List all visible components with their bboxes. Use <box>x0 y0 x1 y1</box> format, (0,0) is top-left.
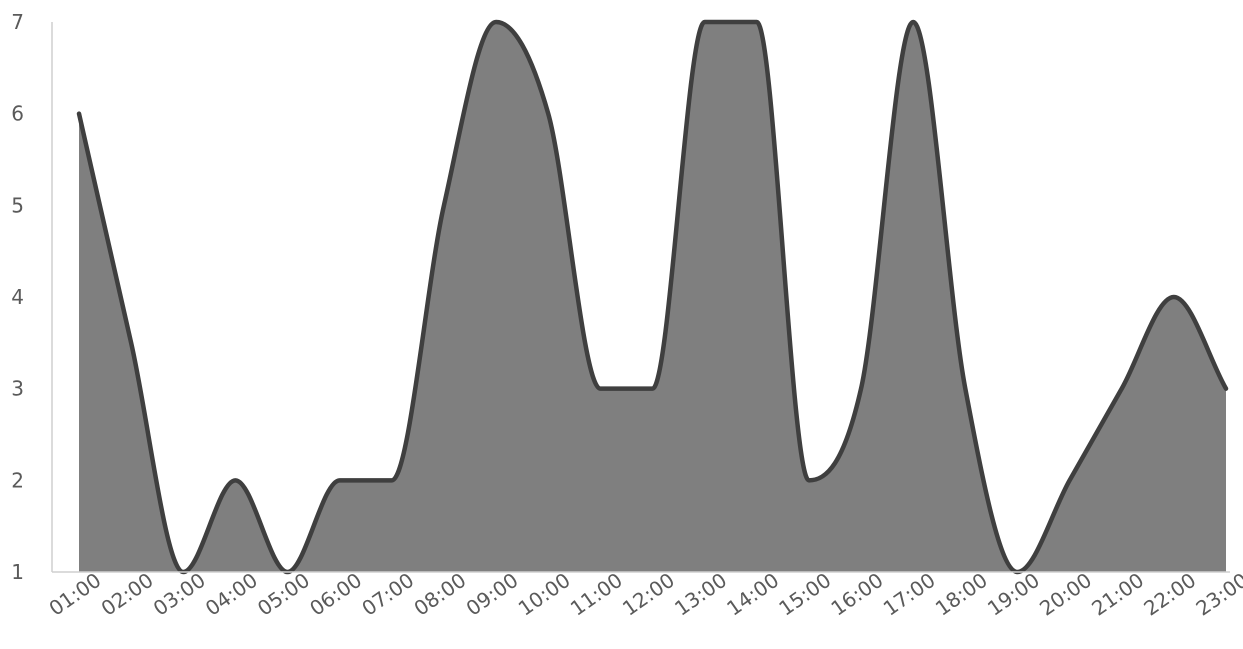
x-tick-label: 19:00 <box>983 568 1044 621</box>
x-tick-label: 17:00 <box>879 568 940 621</box>
x-tick-label: 04:00 <box>201 568 262 621</box>
y-tick-label: 7 <box>11 10 24 34</box>
y-axis: 1 2 3 4 5 6 7 <box>11 10 53 584</box>
x-tick-label: 18:00 <box>931 568 992 621</box>
x-tick-label: 16:00 <box>827 568 888 621</box>
x-tick-label: 06:00 <box>305 568 366 621</box>
x-tick-label: 20:00 <box>1035 568 1096 621</box>
y-tick-label: 4 <box>11 285 24 309</box>
x-tick-label: 22:00 <box>1139 568 1200 621</box>
y-tick-label: 1 <box>11 560 24 584</box>
x-tick-label: 23:00 <box>1191 568 1243 621</box>
series-line <box>76 19 1229 575</box>
x-tick-label: 09:00 <box>462 568 523 621</box>
x-tick-label: 05:00 <box>253 568 314 621</box>
y-tick-label: 6 <box>11 102 24 126</box>
x-axis: 01:0002:0003:0004:0005:0006:0007:0008:00… <box>44 568 1243 621</box>
x-tick-label: 13:00 <box>670 568 731 621</box>
x-tick-label: 02:00 <box>97 568 158 621</box>
y-tick-label: 5 <box>11 193 24 217</box>
y-tick-label: 3 <box>11 377 24 401</box>
x-tick-label: 10:00 <box>514 568 575 621</box>
x-tick-label: 14:00 <box>722 568 783 621</box>
x-tick-label: 03:00 <box>149 568 210 621</box>
x-tick-label: 15:00 <box>774 568 835 621</box>
x-tick-label: 21:00 <box>1087 568 1148 621</box>
plot-area <box>76 19 1229 575</box>
y-tick-label: 2 <box>11 468 24 492</box>
x-tick-label: 12:00 <box>618 568 679 621</box>
x-tick-label: 11:00 <box>566 568 627 621</box>
x-tick-label: 08:00 <box>409 568 470 621</box>
x-tick-label: 01:00 <box>44 568 105 621</box>
area-fill <box>79 22 1226 572</box>
x-tick-label: 07:00 <box>357 568 418 621</box>
